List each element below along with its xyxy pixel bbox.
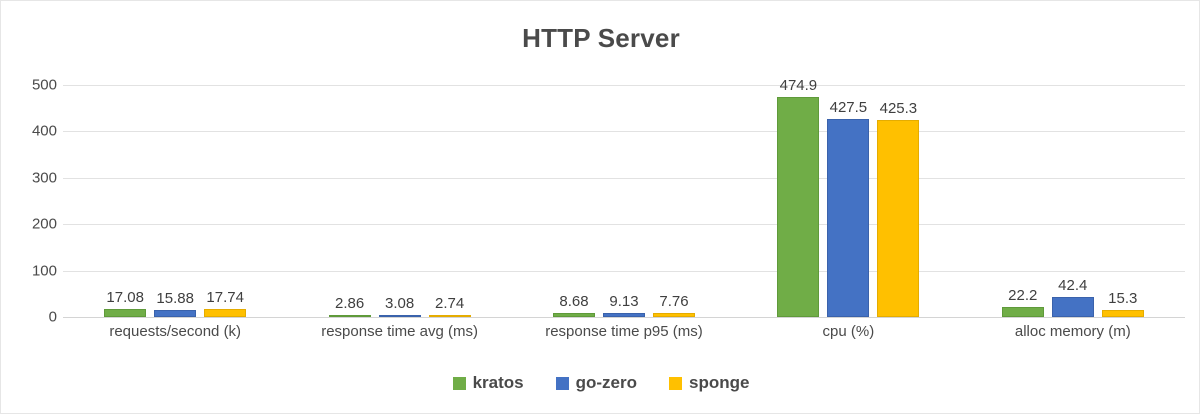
bar-group: 2.86 3.08 2.74 response time avg (ms) [287, 85, 511, 340]
bar-group: 17.08 15.88 17.74 requests/second (k) [63, 85, 287, 340]
legend-swatch-icon [452, 376, 466, 390]
y-axis-tick-label: 300 [31, 169, 57, 187]
bar-value-label: 2.74 [434, 295, 465, 312]
bar-slot: 425.3 [877, 85, 920, 317]
bar-value-label: 9.13 [609, 292, 639, 310]
bar-kratos-2[interactable] [552, 312, 595, 317]
bar-slot: 9.13 [602, 85, 645, 317]
legend-swatch-icon [668, 376, 682, 390]
bar-go-zero-3[interactable] [827, 118, 870, 317]
bar-slot: 427.5 [827, 85, 870, 317]
y-axis-tick-label: 0 [48, 308, 57, 326]
bar-group-bars: 8.68 9.13 7.76 [512, 85, 736, 317]
bar-slot: 15.3 [1101, 85, 1144, 317]
bar-value-label: 474.9 [779, 76, 818, 94]
bar-slot: 17.08 [104, 85, 147, 317]
plot-area: 17.08 15.88 17.74 requests/second (k) 2.86 3.… [63, 77, 1185, 340]
legend-swatch-icon [555, 376, 569, 390]
bar-go-zero-2[interactable] [602, 312, 645, 317]
bar-value-label: 7.76 [659, 293, 689, 311]
legend-label: sponge [688, 373, 750, 392]
bar-value-label: 427.5 [829, 98, 868, 116]
bar-sponge-4[interactable] [1101, 309, 1144, 317]
bar-sponge-0[interactable] [204, 308, 247, 317]
x-axis-category-label: alloc memory (m) [1014, 323, 1131, 340]
bar-group: 8.68 9.13 7.76 response time p95 (ms) [512, 85, 736, 340]
bar-sponge-1[interactable] [428, 315, 471, 317]
bar-kratos-1[interactable] [328, 315, 371, 317]
y-axis: 0 100 200 300 400 500 [1, 77, 57, 326]
legend-label: kratos [472, 373, 524, 392]
bar-slot: 8.68 [552, 85, 595, 317]
legend-item-kratos[interactable]: kratos [452, 373, 524, 393]
bar-go-zero-4[interactable] [1051, 297, 1094, 317]
bar-slot: 15.88 [154, 85, 197, 317]
gridline [63, 131, 1185, 133]
bar-group-bars: 474.9 427.5 425.3 [736, 77, 960, 317]
bar-go-zero-0[interactable] [154, 309, 197, 317]
bar-slot: 2.74 [428, 85, 471, 317]
bar-go-zero-1[interactable] [378, 315, 421, 317]
bar-sponge-2[interactable] [652, 313, 695, 317]
bar-group: 22.2 42.4 15.3 alloc memory (m) [961, 85, 1185, 340]
bar-kratos-0[interactable] [104, 309, 147, 317]
bar-value-label: 3.08 [384, 295, 415, 312]
gridline [63, 270, 1185, 272]
bar-value-label: 42.4 [1058, 277, 1088, 295]
bar-value-label: 2.86 [334, 295, 365, 312]
gridline [63, 85, 1185, 86]
y-axis-tick-label: 500 [31, 76, 57, 94]
bar-kratos-4[interactable] [1001, 306, 1044, 317]
legend-label: go-zero [575, 373, 637, 392]
bar-slot: 474.9 [777, 77, 820, 317]
y-axis-tick-label: 400 [31, 122, 57, 140]
bar-slot: 22.2 [1001, 85, 1044, 317]
chart-legend: kratos go-zero sponge [1, 373, 1200, 393]
gridline [63, 317, 1185, 318]
bar-group-bars: 22.2 42.4 15.3 [961, 85, 1185, 317]
legend-item-go-zero[interactable]: go-zero [555, 373, 637, 393]
gridline [63, 224, 1185, 226]
bar-value-label: 15.3 [1108, 289, 1138, 307]
bar-group-bars: 2.86 3.08 2.74 [287, 85, 511, 317]
bar-slot: 7.76 [652, 85, 695, 317]
x-axis-category-label: response time p95 (ms) [545, 323, 703, 340]
gridline [63, 177, 1185, 179]
bar-slot: 3.08 [378, 85, 421, 317]
bar-value-label: 8.68 [559, 292, 589, 310]
x-axis-category-label: response time avg (ms) [321, 323, 478, 340]
y-axis-tick-label: 100 [31, 262, 57, 280]
y-axis-tick-label: 200 [31, 215, 57, 233]
bar-slot: 2.86 [328, 85, 371, 317]
bar-kratos-3[interactable] [777, 96, 820, 317]
bar-value-label: 15.88 [156, 289, 194, 307]
bar-value-label: 17.08 [106, 289, 144, 307]
bar-slot: 42.4 [1051, 85, 1094, 317]
legend-item-sponge[interactable]: sponge [668, 373, 750, 393]
bar-value-label: 425.3 [879, 99, 918, 117]
bar-value-label: 22.2 [1008, 286, 1038, 304]
x-axis-category-label: requests/second (k) [109, 323, 242, 340]
bar-sponge-3[interactable] [877, 119, 920, 317]
chart-title: HTTP Server [522, 23, 680, 53]
bar-slot: 17.74 [204, 85, 247, 317]
bar-group-bars: 17.08 15.88 17.74 [63, 85, 287, 317]
bar-value-label: 17.74 [206, 288, 244, 306]
bar-group: 474.9 427.5 425.3 cpu (%) [736, 77, 960, 340]
x-axis-category-label: cpu (%) [822, 323, 875, 340]
